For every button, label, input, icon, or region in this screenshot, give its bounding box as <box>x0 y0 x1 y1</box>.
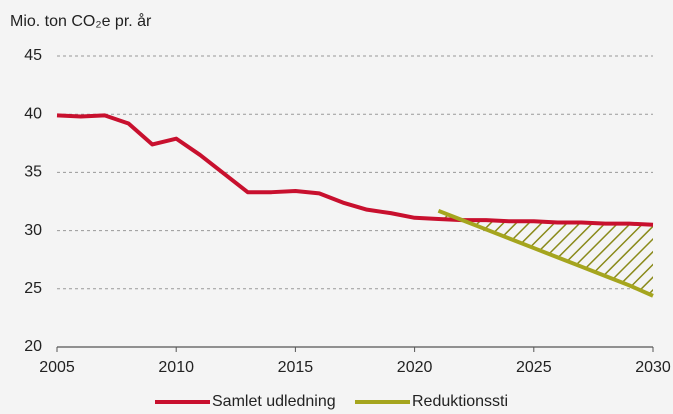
series-line <box>56 113 654 227</box>
x-tick-label: 2005 <box>39 359 75 376</box>
series-line <box>437 208 654 298</box>
legend-label: Samlet udledning <box>212 393 336 410</box>
x-tick-label: 2025 <box>516 359 552 376</box>
y-tick-label: 40 <box>24 105 42 122</box>
y-tick-label: 30 <box>24 222 42 239</box>
hatch-area <box>438 210 653 296</box>
y-tick-label: 20 <box>24 338 42 355</box>
legend-label: Reduktionssti <box>412 393 508 410</box>
y-tick-label: 25 <box>24 280 42 297</box>
x-tick-label: 2010 <box>158 359 194 376</box>
x-tick-label: 2015 <box>278 359 314 376</box>
y-tick-label: 35 <box>24 164 42 181</box>
x-tick-label: 2030 <box>635 359 671 376</box>
x-tick-label: 2020 <box>397 359 433 376</box>
y-tick-label: 45 <box>24 47 42 64</box>
y-axis-label: Mio. ton CO₂e pr. år <box>10 12 152 30</box>
